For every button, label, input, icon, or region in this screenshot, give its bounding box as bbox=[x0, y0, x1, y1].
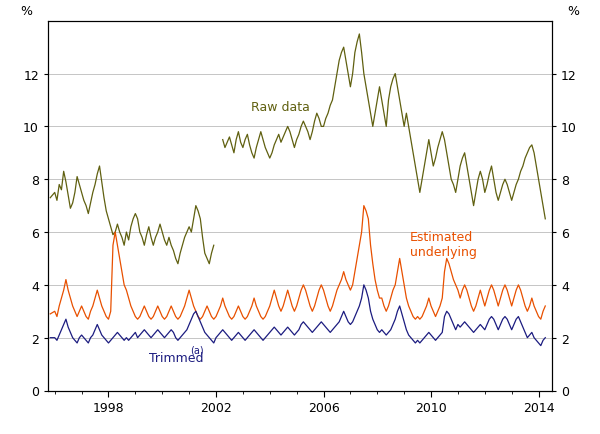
Text: %: % bbox=[20, 5, 32, 18]
Text: %: % bbox=[568, 5, 580, 18]
Text: Estimated
underlying: Estimated underlying bbox=[410, 231, 476, 259]
Text: Raw data: Raw data bbox=[251, 101, 310, 114]
Text: (a): (a) bbox=[190, 345, 204, 355]
Text: Trimmed: Trimmed bbox=[149, 351, 203, 364]
